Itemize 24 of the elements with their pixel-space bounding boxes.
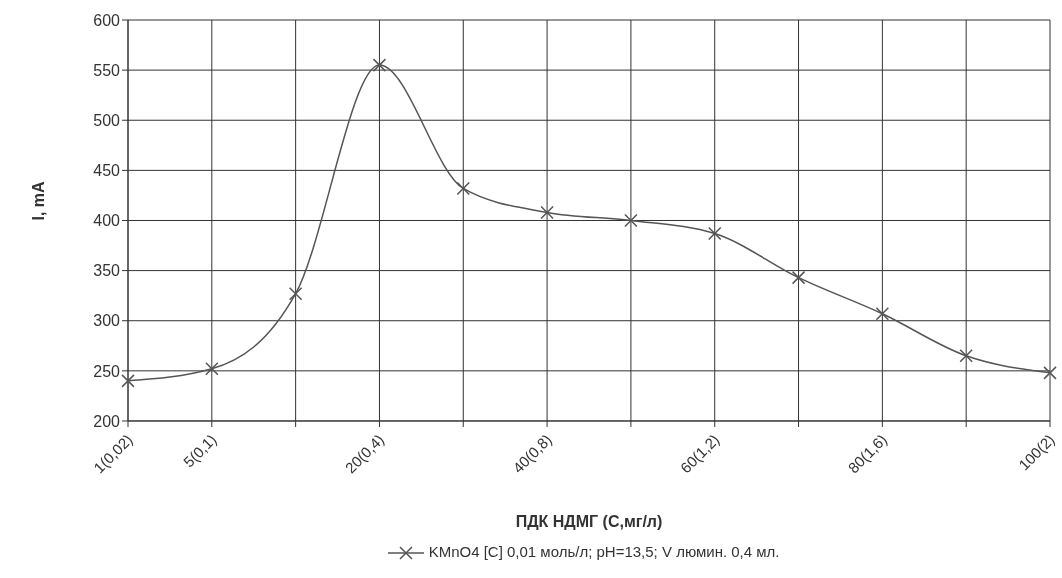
point (288, 286, 303, 301)
y-tick-label: 450 (93, 162, 121, 180)
y-tick-label: 600 (93, 11, 121, 29)
point (456, 181, 471, 196)
point (1043, 366, 1057, 380)
y-tick-label: 200 (93, 412, 121, 430)
y-tick-label: 550 (93, 61, 121, 79)
point (121, 374, 135, 388)
point (707, 226, 722, 241)
point (205, 362, 219, 376)
legend-label: KMnO4 [C] 0,01 моль/л; pH=13,5; V люмин. 0,4 мл. (427, 542, 780, 560)
y-tick-label: 350 (93, 262, 121, 280)
y-tick-label: 250 (93, 362, 121, 380)
point (959, 349, 973, 363)
point (372, 58, 387, 72)
y-tick-label: 400 (93, 212, 121, 230)
point (540, 205, 554, 220)
point (791, 270, 806, 285)
point (875, 306, 890, 321)
y-tick-label: 300 (93, 312, 121, 330)
point (624, 213, 638, 228)
y-tick-label: 500 (93, 111, 121, 129)
x-axis-title: ПДК НДМГ (С,мг/л) (515, 512, 663, 530)
y-axis-title: I, mA (29, 180, 47, 221)
